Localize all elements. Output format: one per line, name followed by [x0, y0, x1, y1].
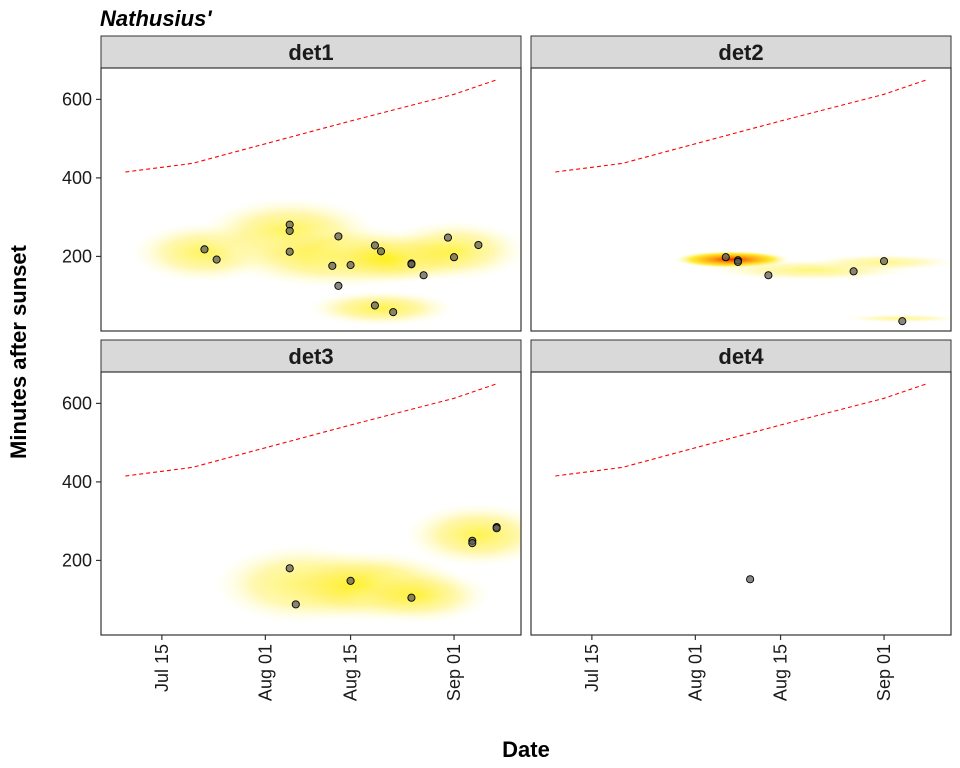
data-point	[443, 233, 453, 242]
plot-area-det2	[531, 68, 951, 331]
density-det1	[131, 197, 521, 326]
points-det2	[721, 253, 907, 326]
data-point	[849, 267, 858, 276]
x-tick-label: Jul 15	[582, 644, 602, 692]
strip-label-det3: det3	[288, 344, 333, 369]
points-det1	[200, 220, 483, 317]
density-blob	[307, 290, 455, 326]
data-point	[746, 575, 755, 584]
data-point	[334, 281, 343, 290]
y-tick-label: 600	[62, 89, 92, 109]
panel-det1: det1	[100, 35, 522, 332]
panel-border-det2	[530, 67, 952, 332]
data-point	[285, 564, 294, 573]
panel-border-det4	[530, 371, 952, 636]
density-blob	[843, 314, 951, 323]
points-det3	[285, 523, 501, 609]
panel-det2: det2	[530, 35, 952, 332]
x-tick-label: Jul 15	[152, 644, 172, 692]
data-point	[334, 232, 343, 241]
y-axes: 200 400 600 200 400 600	[62, 89, 101, 570]
data-point	[346, 576, 355, 585]
x-tick-label: Sep 01	[874, 644, 894, 701]
x-tick-label: Aug 15	[341, 644, 361, 701]
data-point	[764, 271, 773, 280]
panel-det3: det3	[100, 339, 522, 636]
strip-det4	[530, 339, 952, 373]
panel-border-det1	[100, 67, 522, 332]
panels-grid: det1 det2 det3 det4	[100, 35, 952, 636]
strip-det1	[100, 35, 522, 69]
x-tick-label: Aug 15	[771, 644, 791, 701]
x-axis-title: Date	[502, 737, 550, 762]
density-blob	[381, 220, 521, 281]
data-point	[468, 539, 477, 548]
data-point	[376, 247, 386, 256]
data-point	[370, 241, 379, 250]
reference-line-det4	[555, 383, 927, 477]
data-point	[407, 260, 416, 269]
density-blob	[344, 568, 491, 624]
data-point	[419, 271, 428, 280]
x-tick-label: Aug 01	[255, 644, 275, 701]
data-point	[407, 593, 416, 602]
panel-border-det3	[100, 371, 522, 636]
strip-label-det1: det1	[288, 40, 333, 65]
data-point	[898, 317, 907, 326]
y-tick-label: 600	[62, 393, 92, 413]
y-tick-label: 400	[62, 472, 92, 492]
data-point	[474, 240, 483, 250]
x-tick-label: Sep 01	[444, 644, 464, 701]
data-point	[721, 253, 730, 262]
data-point	[389, 308, 398, 317]
data-point	[879, 257, 889, 266]
points-det4	[746, 575, 755, 584]
plot-area-det4	[531, 372, 951, 635]
reference-line-det1	[125, 79, 497, 173]
strip-label-det2: det2	[718, 40, 763, 65]
y-axis-title: Minutes after sunset	[6, 244, 31, 459]
strip-det2	[530, 35, 952, 69]
data-point	[733, 257, 743, 266]
density-blob	[405, 503, 521, 567]
data-point	[200, 245, 209, 254]
data-point	[285, 226, 294, 235]
strip-label-det4: det4	[718, 344, 764, 369]
data-point	[291, 600, 300, 609]
x-tick-label: Aug 01	[685, 644, 705, 701]
reference-line-det2	[555, 79, 927, 173]
y-tick-label: 400	[62, 168, 92, 188]
data-point	[492, 524, 501, 533]
density-det3	[214, 503, 521, 624]
y-tick-label: 200	[62, 550, 92, 570]
strip-det3	[100, 339, 522, 373]
data-point	[370, 301, 379, 310]
data-point	[346, 261, 355, 270]
data-point	[285, 247, 294, 256]
reference-line-det3	[125, 383, 497, 477]
data-point	[449, 253, 459, 262]
panel-det4: det4	[530, 339, 952, 636]
x-axes: Jul 15 Aug 01 Aug 15 Sep 01 Jul 15 Aug 01 Aug …	[152, 635, 894, 701]
data-point	[212, 255, 221, 264]
chart-title: Nathusius'	[100, 6, 212, 31]
data-point	[328, 261, 337, 270]
y-tick-label: 200	[62, 246, 92, 266]
